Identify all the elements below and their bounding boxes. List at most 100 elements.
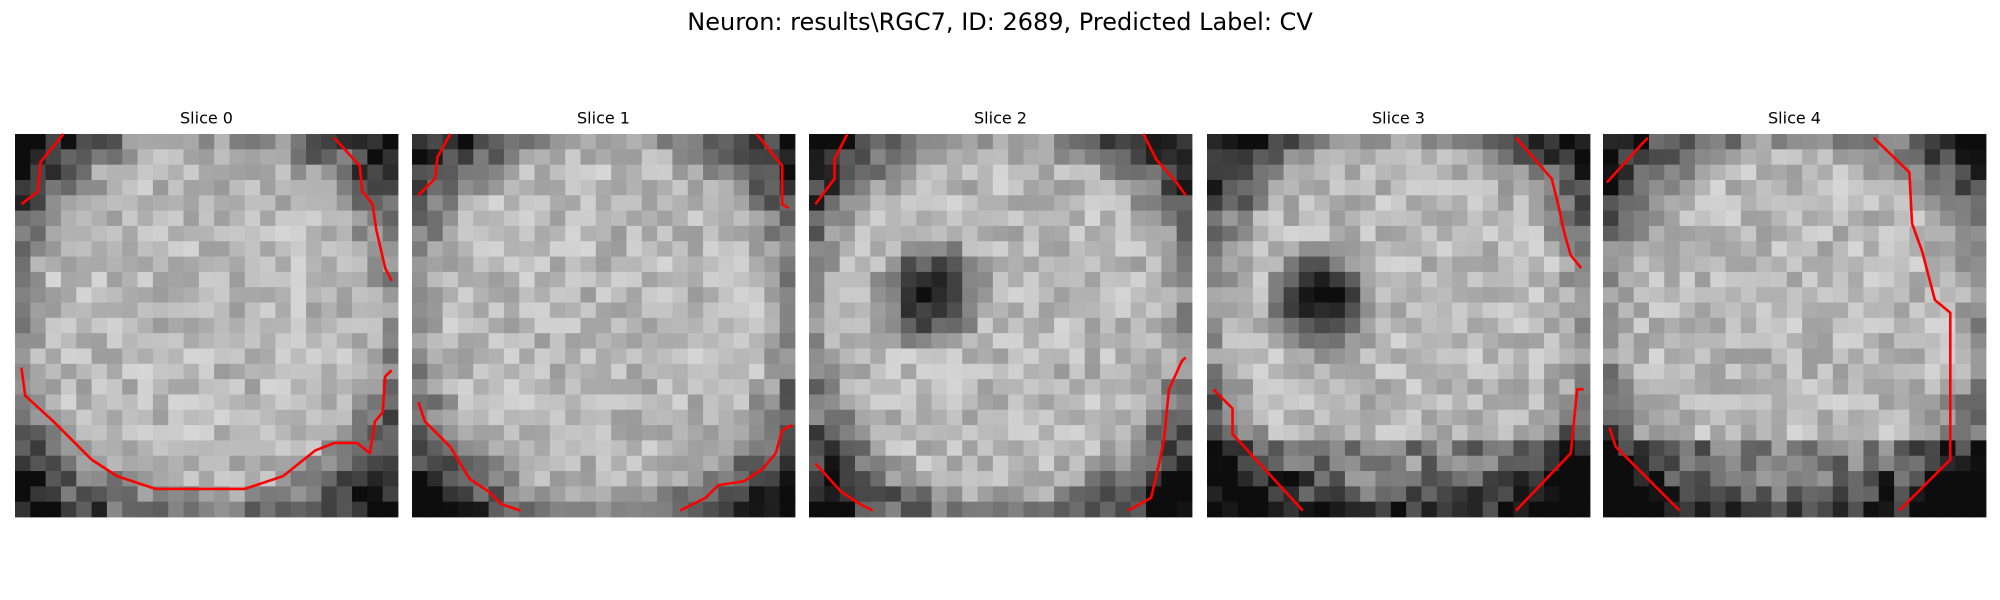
pixel — [30, 425, 47, 441]
pixel — [168, 287, 184, 303]
pixel — [15, 348, 31, 365]
pixel — [1786, 440, 1803, 457]
panel-title: Slice 3 — [1372, 109, 1425, 128]
pixel — [137, 164, 154, 181]
pixel — [672, 179, 689, 196]
pixel — [1222, 134, 1239, 150]
pixel — [321, 164, 338, 181]
pixel — [1314, 333, 1330, 349]
pixel — [1863, 348, 1880, 365]
pixel — [290, 471, 307, 487]
pixel — [1909, 425, 1926, 441]
pixel — [1648, 425, 1665, 441]
pixel — [214, 241, 230, 257]
pixel — [992, 210, 1009, 227]
pixel — [473, 379, 489, 395]
pixel — [198, 501, 215, 518]
pixel — [1390, 394, 1407, 411]
pixel — [733, 164, 750, 181]
pixel — [1482, 394, 1499, 411]
pixel — [1344, 317, 1361, 334]
pixel — [1513, 149, 1530, 166]
pixel — [718, 195, 735, 211]
pixel — [1513, 379, 1530, 395]
pixel — [1375, 271, 1392, 288]
pixel — [352, 394, 368, 411]
pixel — [1832, 379, 1849, 395]
pixel — [336, 501, 353, 518]
pixel — [214, 501, 230, 518]
pixel — [1084, 179, 1101, 196]
pixel — [352, 225, 368, 242]
pixel — [1452, 210, 1468, 227]
pixel — [503, 149, 520, 166]
pixel — [916, 241, 932, 257]
pixel — [1421, 179, 1438, 196]
pixel — [1574, 287, 1591, 303]
pixel — [1648, 241, 1665, 257]
pixel — [580, 333, 597, 349]
pixel — [672, 455, 689, 472]
pixel — [473, 501, 489, 518]
pixel — [1894, 134, 1910, 150]
pixel — [1314, 317, 1330, 334]
pixel — [1436, 179, 1453, 196]
pixel — [1618, 241, 1635, 257]
pixel — [1344, 241, 1361, 257]
pixel — [1955, 256, 1972, 273]
pixel — [122, 440, 138, 457]
pixel — [1786, 409, 1803, 426]
pixel — [1482, 333, 1499, 349]
pixel — [503, 317, 520, 334]
pixel — [503, 363, 520, 380]
pixel — [1633, 425, 1650, 441]
pixel — [1069, 409, 1086, 426]
pixel — [1559, 409, 1576, 426]
pixel — [839, 333, 856, 349]
pixel — [1498, 363, 1514, 380]
pixel — [733, 302, 750, 319]
pixel — [870, 149, 886, 166]
pixel — [1329, 195, 1346, 211]
pixel — [1298, 486, 1315, 503]
pixel — [824, 317, 841, 334]
pixel — [442, 287, 459, 303]
pixel — [672, 379, 689, 395]
pixel — [1237, 271, 1254, 288]
pixel — [992, 333, 1009, 349]
pixel — [1161, 440, 1178, 457]
pixel — [854, 486, 871, 503]
pixel — [45, 164, 62, 181]
pixel — [1710, 394, 1726, 411]
pixel — [1832, 210, 1849, 227]
pixel — [1467, 134, 1484, 150]
pixel — [595, 195, 612, 211]
pixel — [1909, 271, 1926, 288]
pixel — [595, 455, 612, 472]
pixel — [1375, 379, 1392, 395]
pixel — [15, 164, 31, 181]
pixel — [1909, 394, 1926, 411]
pixel — [352, 195, 368, 211]
pixel — [1008, 394, 1024, 411]
pixel — [1298, 409, 1315, 426]
pixel — [503, 348, 520, 365]
pixel — [1679, 256, 1696, 273]
pixel — [214, 302, 230, 319]
pixel — [641, 501, 658, 518]
pixel — [703, 317, 719, 334]
pixel — [91, 394, 108, 411]
pixel — [900, 501, 917, 518]
pixel — [1038, 287, 1055, 303]
pixel — [1955, 363, 1972, 380]
pixel — [1115, 501, 1132, 518]
pixel — [91, 486, 108, 503]
pixel — [1664, 471, 1680, 487]
pixel — [687, 425, 704, 441]
pixel — [1406, 471, 1422, 487]
pixel — [946, 379, 963, 395]
pixel — [1146, 440, 1162, 457]
pixel — [900, 210, 917, 227]
pixel — [839, 348, 856, 365]
